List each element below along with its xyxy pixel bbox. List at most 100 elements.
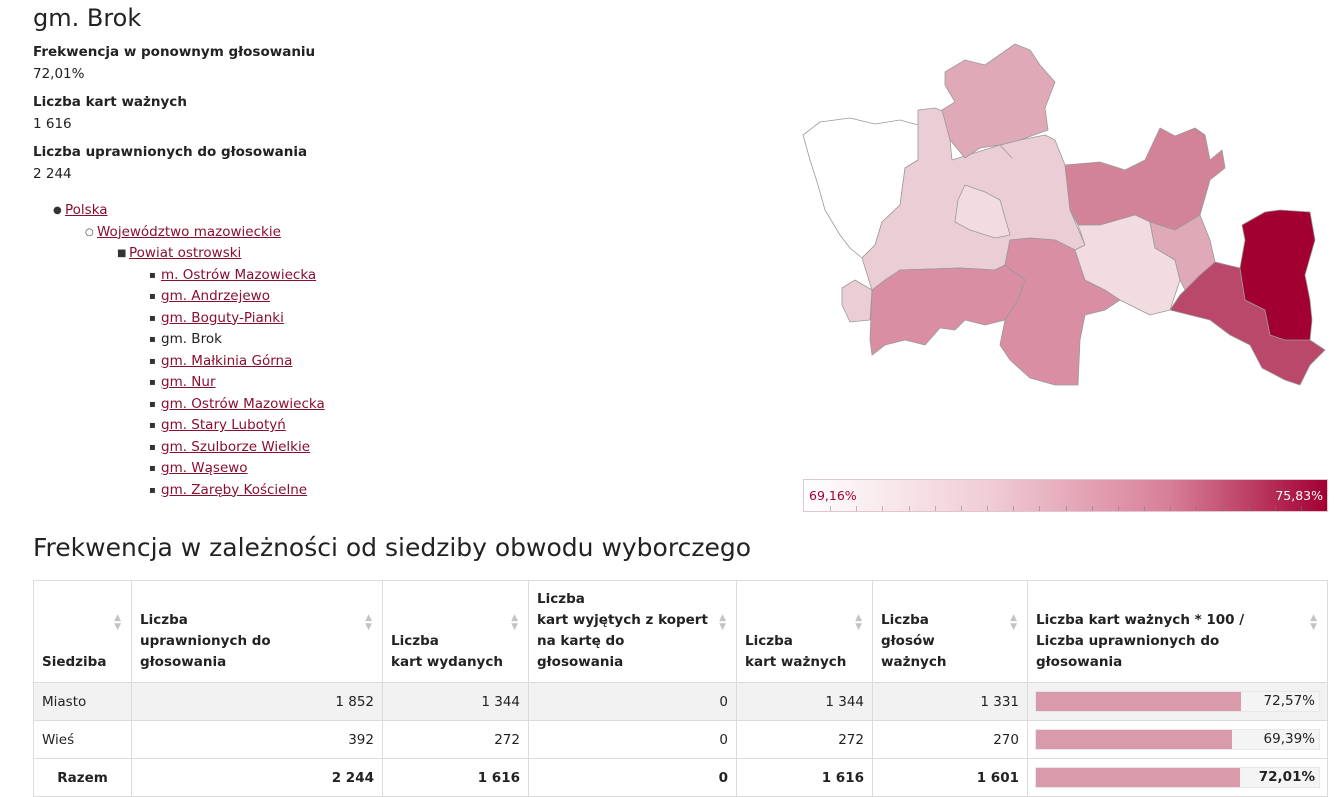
map-region-nur-west[interactable] [999,237,1121,386]
results-table: Siedziba ▲ ▼ Liczba uprawnionych do głoso… [33,580,1328,797]
map-region-malkinia-gorna[interactable] [1169,261,1326,386]
col-header-valid-votes[interactable]: Liczba głosów ważnych ▲ ▼ [872,580,1028,683]
legend-tick [1013,506,1015,511]
header-line2: Liczba [140,612,188,628]
header-line2: Liczba kart ważnych * 100 / [1036,612,1245,628]
map-region-zareby-koscielne[interactable] [1064,127,1226,231]
bullet-square-icon: ▪ [149,420,156,431]
municipality-link[interactable]: gm. Boguty-Pianki [161,309,284,326]
breadcrumb-link-country[interactable]: Polska [65,202,108,218]
sort-arrows-icon[interactable]: ▲ ▼ [1010,613,1017,632]
sort-arrows-icon[interactable]: ▲ ▼ [855,613,862,632]
header-line2: Liczba [391,633,439,649]
breadcrumb-item-voivodeship: ○ Województwo mazowieckie [85,222,325,244]
turnout-label: Frekwencja w ponownym głosowaniu [33,44,316,60]
col-header-taken[interactable]: Liczba kart wyjętych z kopert na kartę d… [528,580,737,683]
sort-arrows-icon[interactable]: ▲ ▼ [114,613,121,632]
municipality-link[interactable]: m. Ostrów Mazowiecka [161,266,317,283]
header-line3: uprawnionych do głosowania [140,633,271,670]
bullet-circle-icon: ○ [85,226,94,238]
eligible-value: 2 244 [33,166,72,182]
legend-tick [882,506,884,511]
breadcrumb-link-county[interactable]: Powiat ostrowski [129,245,242,261]
breadcrumb-item-municipality: ▪ m. Ostrów Mazowiecka [149,265,325,287]
municipality-link[interactable]: gm. Zaręby Kościelne [161,481,308,498]
legend-tick [960,506,962,511]
cell-valid-votes: 1 601 [872,758,1028,797]
percentage-bar-fill [1036,730,1233,749]
bullet-square-icon: ▪ [149,463,156,474]
map-region-nur-east[interactable] [1239,209,1316,341]
map-region-ostrow-mazowiecka-gm[interactable] [869,264,1026,356]
percentage-bar: 72,57% [1035,691,1320,712]
header-line2: Liczba [881,612,929,628]
header-line3: głosów ważnych [881,633,947,670]
sort-arrows-icon[interactable]: ▲ ▼ [719,613,726,632]
col-header-siedziba[interactable]: Siedziba ▲ ▼ [33,580,132,683]
breadcrumb-list: ● Polska ○ Województwo mazowieckie ■ Pow… [52,200,325,265]
col-header-issued[interactable]: Liczba kart wydanych ▲ ▼ [382,580,529,683]
percentage-bar-fill [1036,692,1242,711]
cell-taken: 0 [528,682,737,721]
map-region-brok[interactable] [954,184,1011,239]
cell-eligible: 2 244 [131,758,383,797]
breadcrumb-link-voivodeship[interactable]: Województwo mazowieckie [97,223,281,240]
municipality-link[interactable]: gm. Stary Lubotyń [161,417,286,433]
legend-tick [908,506,910,511]
valid-cards-stat: Liczba kart ważnych 1 616 [33,94,187,132]
bullet-square-icon: ▪ [149,291,156,302]
sort-arrows-icon[interactable]: ▲ ▼ [365,613,372,632]
bullet-square-icon: ▪ [149,377,156,388]
legend-tick [1091,506,1093,511]
eligible-label: Liczba uprawnionych do głosowania [33,144,308,160]
municipality-link[interactable]: gm. Wąsewo [161,460,248,476]
header-line3: Siedziba [42,654,107,670]
municipality-current: gm. Brok [161,331,222,347]
bullet-disc-icon: ● [53,205,62,216]
legend-tick [1248,506,1250,511]
col-header-valid-cards[interactable]: Liczba kart ważnych ▲ ▼ [736,580,873,683]
section-title: Frekwencja w zależności od siedziby obwo… [33,533,751,562]
col-header-percentage[interactable]: Liczba kart ważnych * 100 / Liczba upraw… [1027,580,1328,683]
header-line3: Liczba uprawnionych do głosowania [1036,633,1220,670]
bullet-square-icon: ▪ [149,334,156,345]
legend-tick [856,506,858,511]
bullet-square-icon: ▪ [149,355,156,367]
breadcrumb: ● Polska ○ Województwo mazowieckie ■ Pow… [52,200,325,501]
cell-issued: 1 616 [382,758,529,797]
bullet-square-icon: ▪ [149,398,156,410]
municipality-link[interactable]: gm. Nur [161,374,216,390]
bullet-square-icon: ▪ [149,269,156,281]
percentage-bar: 72,01% [1035,767,1320,788]
municipality-link[interactable]: gm. Małkinia Górna [161,352,293,369]
legend-tick [1300,506,1302,511]
breadcrumb-item-county: ■ Powiat ostrowski [117,243,325,265]
sort-arrows-icon[interactable]: ▲ ▼ [511,613,518,632]
turnout-stat: Frekwencja w ponownym głosowaniu 72,01% [33,44,315,82]
legend-tick [934,506,936,511]
cell-eligible: 1 852 [131,682,383,721]
legend-tick [1143,506,1145,511]
header-line2: Liczba [745,633,793,649]
municipality-link[interactable]: gm. Szulborze Wielkie [161,438,311,455]
map-region-stary-lubotyn[interactable] [1074,214,1181,316]
breadcrumb-item-municipality: ▪ gm. Nur [149,372,325,394]
map-region-szulborze-wielkie[interactable] [941,43,1056,159]
breadcrumb-item-municipality: ▪ gm. Szulborze Wielkie [149,437,325,459]
sort-arrows-icon[interactable]: ▲ ▼ [1310,613,1317,632]
cell-valid-cards: 1 344 [736,682,873,721]
breadcrumb-item-municipality: ▪ gm. Boguty-Pianki [149,308,325,330]
municipality-link[interactable]: gm. Andrzejewo [161,288,270,304]
col-header-eligible[interactable]: Liczba uprawnionych do głosowania ▲ ▼ [131,580,383,683]
legend-tick [1039,506,1041,511]
map-region-ostrow-mazowiecka-m[interactable] [841,279,873,323]
table-row: Wieś 392 272 0 272 270 69,39% [33,720,1328,759]
breadcrumb-item-municipality: ▪ gm. Ostrów Mazowiecka [149,394,325,416]
page-title: gm. Brok [33,4,142,32]
breadcrumb-item-municipality: ▪ gm. Zaręby Kościelne [149,480,325,502]
percentage-label: 69,39% [1263,731,1315,747]
cell-issued: 272 [382,720,529,759]
municipality-link[interactable]: gm. Ostrów Mazowiecka [161,395,325,412]
cell-taken: 0 [528,758,737,797]
cell-valid-cards: 1 616 [736,758,873,797]
